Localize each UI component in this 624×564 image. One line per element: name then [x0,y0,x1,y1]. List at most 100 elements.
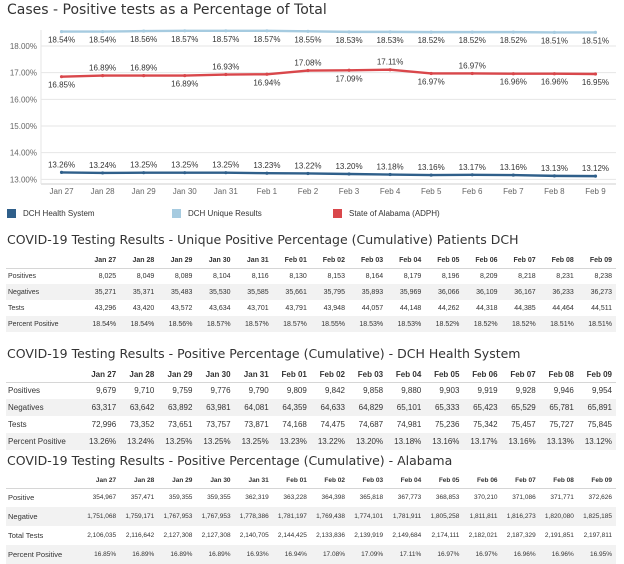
data-label: 13.24% [89,161,116,170]
table-cell: 36,233 [539,284,578,300]
table-cell: 2,133,836 [316,532,345,539]
table-cell: 17.08% [310,545,349,564]
legend-label: State of Alabama (ADPH) [349,208,440,218]
legend-item-state-of-alabama[interactable]: State of Alabama (ADPH) [333,206,440,220]
data-point [306,68,310,73]
table-cell: 2,191,851 [544,532,574,539]
data-point [470,71,474,76]
data-label: 13.20% [335,162,362,171]
data-label: 18.53% [377,36,404,45]
row-label: Positives [8,272,37,280]
legend-item-dch-unique-results[interactable]: DCH Unique Results [172,206,262,220]
table-row: Percent Positive 13.26% 13.24% 13.25% 13.25%… [6,433,616,450]
table-cell: 73,651 [167,420,193,429]
legend-swatch [172,208,181,218]
data-point [388,68,392,72]
table-header-row: Jan 27 Jan 28 Jan 29 Jan 30 Jan 31 Feb 01 Feb … [6,474,616,488]
data-point [388,30,392,34]
column-header: Feb 09 [586,370,612,380]
data-label: 13.26% [48,160,75,169]
table-cell: 43,420 [132,304,155,312]
table-cell: 13.18% [387,433,426,450]
table-cell: 65,423 [463,399,502,416]
x-tick-label: Feb 3 [339,187,360,196]
row-label: Percent Positive [6,545,82,564]
data-point [59,75,64,79]
table-cell: 63,642 [120,399,159,416]
data-point [429,71,433,76]
table-cell: 2,127,308 [163,532,193,539]
data-label: 16.97% [418,77,445,86]
y-tick-label: 15.00% [10,122,37,131]
row-label: Negative [6,507,82,526]
table-cell: 64,359 [272,399,311,416]
data-point [511,30,515,34]
x-tick-label: Feb 2 [298,187,319,196]
table-cell: 13.13% [539,433,578,450]
table-cell: 35,969 [387,284,426,300]
table-cell: 2,149,684 [392,532,422,539]
table-cell: 1,774,101 [348,507,388,526]
table-cell: 35,585 [234,284,273,300]
column-header: Feb 04 [400,477,422,485]
column-header: Feb 05 [437,257,460,265]
table-cell: 16.85% [82,545,121,564]
table-cell: 9,790 [248,386,269,396]
column-header: Feb 09 [591,477,612,485]
table-row: Total Tests 2,106,035 2,116,642 2,127,308 2,… [6,526,616,545]
table-cell: 43,634 [209,304,231,312]
data-label: 18.53% [335,36,362,45]
data-point [429,173,433,177]
table-cell: 13.16% [425,433,464,450]
table-cell: 368,853 [435,494,460,502]
table-cell: 371,086 [512,494,536,502]
table-cell: 18.52% [463,316,502,332]
column-header: Jan 28 [129,370,155,380]
table-cell: 74,687 [358,420,384,429]
chart-title: Cases - Positive tests as a Percentage o… [7,2,327,18]
row-label: Positives [8,386,41,396]
column-header: Feb 07 [515,477,536,485]
table-cell: 44,464 [552,304,574,312]
data-point [347,30,351,34]
data-label: 17.09% [335,74,362,83]
table-cell: 16.96% [501,545,540,564]
table-cell: 2,174,111 [431,532,460,539]
legend-item-dch-health-system[interactable]: DCH Health System [7,206,95,220]
series-line [61,68,596,78]
data-label: 18.55% [294,35,321,44]
x-tick-label: Jan 29 [132,187,157,196]
table-cell: 372,626 [588,494,613,502]
column-header: Feb 07 [513,257,536,265]
column-header: Jan 31 [246,257,269,265]
table-cell: 362,319 [245,494,269,502]
data-label: 13.25% [212,161,239,170]
data-point [142,74,146,78]
data-label: 13.25% [171,161,198,170]
table-cell: 73,757 [206,420,231,429]
table-cell: 35,483 [158,284,197,300]
table-cell: 2,144,425 [277,532,307,539]
data-label: 16.97% [459,61,486,70]
table-cell: 359,355 [207,494,231,502]
table-cell: 74,168 [282,420,307,429]
table-cell: 1,769,438 [310,507,349,526]
column-header: Feb 02 [322,257,345,265]
data-label: 13.23% [253,161,280,170]
table-cell: 1,825,185 [577,507,616,526]
column-header: Feb 02 [319,370,345,380]
table-cell: 8,238 [594,272,612,280]
header-blank [6,368,82,382]
table-cell: 1,781,197 [272,507,311,526]
table-cell: 18.54% [120,316,159,332]
table-cell: 359,355 [168,494,193,502]
table-cell: 72,996 [91,420,117,429]
column-header: Feb 03 [357,370,384,380]
table-cell: 18.57% [272,316,311,332]
table-cell: 35,371 [120,284,159,300]
data-label: 18.51% [582,36,609,45]
column-header: Jan 28 [132,257,155,265]
data-point [101,171,105,175]
table-cell: 8,209 [480,272,498,280]
data-label: 16.85% [48,81,75,90]
